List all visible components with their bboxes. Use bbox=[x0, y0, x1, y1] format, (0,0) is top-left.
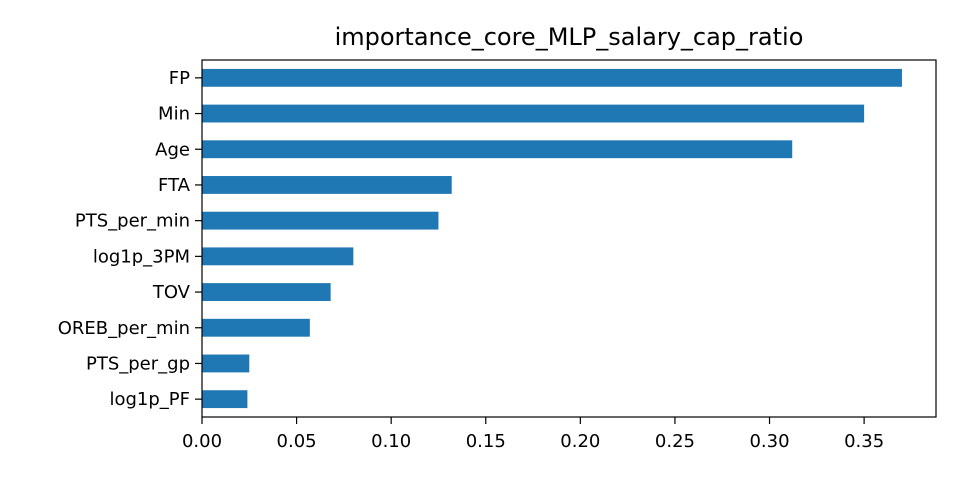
bar-OREB_per_min bbox=[202, 318, 310, 337]
y-tick-label: TOV bbox=[152, 282, 191, 303]
bar-FTA bbox=[202, 176, 452, 194]
bars-group bbox=[202, 68, 902, 409]
x-tick-label: 0.10 bbox=[371, 431, 411, 452]
bar-TOV bbox=[202, 283, 331, 301]
x-tick-label: 0.25 bbox=[655, 431, 695, 452]
x-tick-label: 0.30 bbox=[749, 431, 789, 452]
x-tick-label: 0.20 bbox=[560, 431, 600, 452]
y-tick-label: Min bbox=[158, 104, 190, 125]
y-tick-label: FP bbox=[169, 68, 190, 89]
plot-frame bbox=[201, 59, 937, 418]
y-tick-label: PTS_per_gp bbox=[86, 353, 190, 374]
bar-PTS_per_gp bbox=[202, 354, 250, 373]
bar-PTS_per_min bbox=[202, 211, 439, 230]
x-axis: 0.00 0.05 0.10 0.15 0.20 0.25 0.30 0.35 bbox=[182, 417, 884, 452]
y-tick-label: PTS_per_min bbox=[75, 211, 190, 232]
y-tick-label: Age bbox=[155, 139, 190, 160]
y-axis: FP Min Age FTA PTS_per_min log1p_3PM TOV OREB_p… bbox=[58, 68, 202, 410]
x-tick-label: 0.00 bbox=[182, 431, 222, 452]
x-tick-label: 0.05 bbox=[277, 431, 317, 452]
x-tick-label: 0.35 bbox=[844, 431, 884, 452]
y-tick-label: log1p_PF bbox=[109, 389, 190, 410]
y-tick-label: OREB_per_min bbox=[58, 318, 190, 339]
bar-FP bbox=[202, 68, 902, 87]
x-tick-label: 0.15 bbox=[466, 431, 506, 452]
y-tick-label: log1p_3PM bbox=[93, 246, 190, 267]
bar-log1p_PF bbox=[202, 390, 248, 409]
bar-log1p_3PM bbox=[202, 247, 354, 266]
y-tick-label: FTA bbox=[158, 175, 191, 196]
bar-Age bbox=[202, 140, 793, 159]
bar-Min bbox=[202, 104, 865, 123]
chart-title: importance_core_MLP_salary_cap_ratio bbox=[335, 23, 804, 51]
